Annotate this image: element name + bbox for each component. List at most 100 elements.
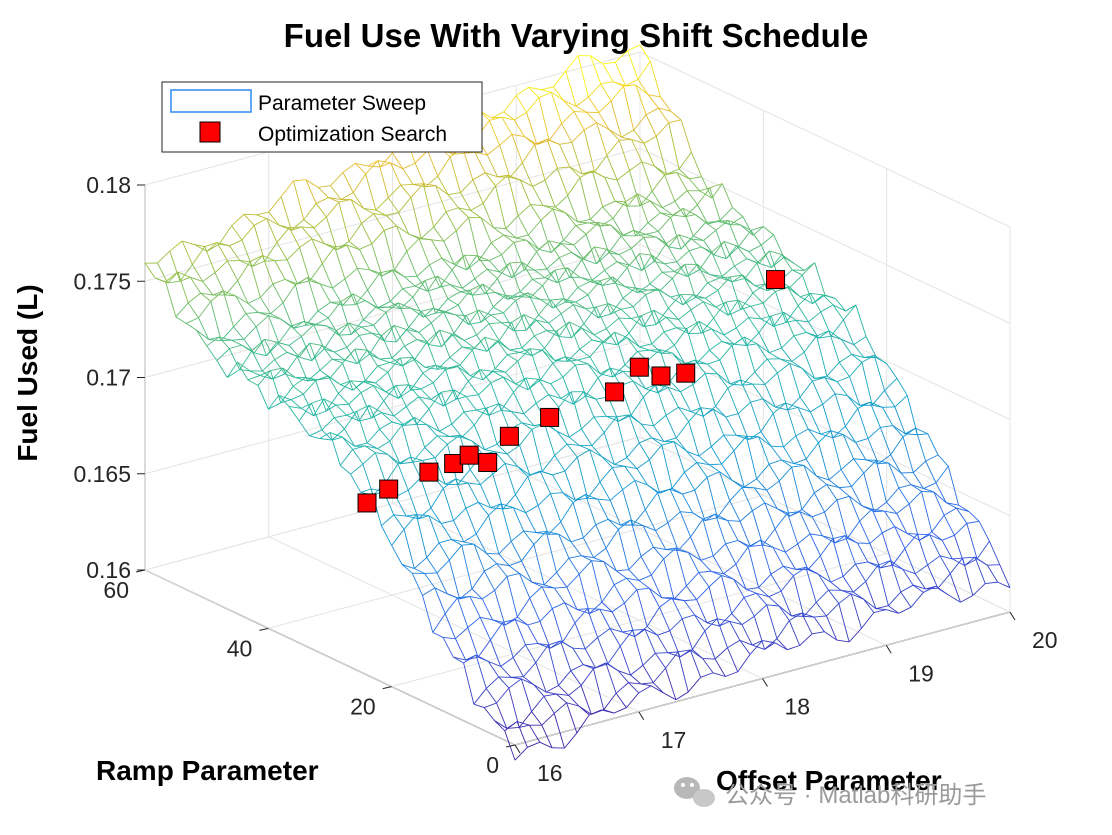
mesh-segment bbox=[937, 573, 951, 589]
mesh-segment bbox=[628, 315, 642, 334]
mesh-segment bbox=[793, 458, 807, 464]
mesh-segment bbox=[601, 456, 613, 468]
mesh-segment bbox=[572, 647, 586, 650]
mesh-segment bbox=[710, 446, 722, 465]
mesh-segment bbox=[649, 61, 661, 98]
mesh-segment bbox=[498, 403, 512, 412]
mesh-segment bbox=[667, 651, 679, 654]
mesh-segment bbox=[793, 566, 807, 577]
mesh-segment bbox=[748, 317, 760, 333]
mesh-segment bbox=[371, 229, 385, 245]
mesh-segment bbox=[403, 514, 417, 530]
mesh-segment bbox=[581, 327, 593, 341]
mesh-segment bbox=[933, 491, 945, 516]
mesh-segment bbox=[699, 187, 710, 192]
wall-grid-z-right-0 bbox=[639, 436, 1011, 613]
mesh-segment bbox=[822, 404, 834, 438]
mesh-segment bbox=[583, 129, 595, 173]
mesh-segment bbox=[407, 477, 421, 491]
mesh-segment bbox=[260, 283, 274, 298]
mesh-segment bbox=[694, 359, 708, 365]
mesh-segment bbox=[675, 547, 687, 587]
mesh-segment bbox=[583, 306, 597, 325]
mesh-segment bbox=[799, 380, 813, 398]
mesh-segment bbox=[288, 406, 300, 422]
mesh-segment bbox=[812, 377, 825, 382]
mesh-segment bbox=[602, 282, 615, 286]
mesh-segment bbox=[527, 476, 539, 506]
mesh-segment bbox=[436, 572, 448, 595]
mesh-segment bbox=[978, 521, 990, 542]
mesh-segment bbox=[445, 366, 459, 371]
mesh-segment bbox=[531, 711, 543, 726]
mesh-segment bbox=[505, 371, 516, 385]
mesh-segment bbox=[714, 647, 728, 660]
mesh-segment bbox=[518, 573, 531, 599]
mesh-segment bbox=[255, 326, 267, 356]
mesh-segment bbox=[379, 428, 391, 442]
mesh-segment bbox=[443, 389, 455, 407]
mesh-segment bbox=[731, 479, 745, 488]
mesh-segment bbox=[758, 587, 770, 597]
mesh-segment bbox=[460, 289, 471, 293]
z-tick-label: 0.17 bbox=[86, 365, 131, 391]
mesh-segment bbox=[939, 555, 953, 560]
mesh-segment bbox=[832, 426, 846, 439]
mesh-segment bbox=[272, 278, 286, 285]
mesh-segment bbox=[749, 640, 763, 655]
mesh-segment bbox=[616, 261, 630, 266]
mesh-segment bbox=[771, 254, 783, 268]
mesh-segment bbox=[540, 220, 552, 253]
mesh-segment bbox=[797, 305, 809, 323]
mesh-segment bbox=[394, 324, 407, 330]
mesh-segment bbox=[621, 129, 634, 138]
mesh-segment bbox=[617, 529, 630, 570]
mesh-segment bbox=[331, 436, 343, 441]
mesh-segment bbox=[455, 314, 469, 325]
mesh-segment bbox=[680, 235, 694, 250]
mesh-segment bbox=[803, 465, 815, 494]
mesh-segment bbox=[666, 234, 680, 244]
mesh-segment bbox=[350, 319, 364, 335]
x-tick-mark bbox=[762, 678, 768, 687]
mesh-segment bbox=[496, 563, 508, 577]
mesh-segment bbox=[190, 276, 203, 282]
mesh-segment bbox=[588, 96, 600, 113]
mesh-segment bbox=[606, 155, 618, 181]
mesh-segment bbox=[681, 493, 694, 513]
mesh-segment bbox=[550, 641, 563, 649]
mesh-segment bbox=[402, 357, 413, 367]
mesh-segment bbox=[599, 481, 611, 501]
mesh-segment bbox=[267, 395, 279, 410]
mesh-segment bbox=[768, 352, 780, 360]
mesh-segment bbox=[169, 240, 183, 252]
mesh-segment bbox=[478, 309, 490, 324]
mesh-segment bbox=[266, 342, 280, 357]
mesh-segment bbox=[525, 644, 537, 663]
mesh-segment bbox=[696, 264, 710, 275]
mesh-segment bbox=[762, 398, 776, 408]
mesh-segment bbox=[547, 640, 561, 646]
mesh-segment bbox=[420, 477, 432, 509]
mesh-segment bbox=[737, 401, 751, 415]
mesh-segment bbox=[848, 496, 861, 522]
mesh-segment bbox=[622, 86, 635, 131]
mesh-segment bbox=[725, 540, 739, 545]
mesh-segment bbox=[849, 376, 861, 406]
mesh-segment bbox=[424, 366, 438, 370]
mesh-segment bbox=[352, 293, 364, 321]
mesh-segment bbox=[332, 278, 346, 289]
mesh-segment bbox=[326, 216, 338, 250]
mesh-segment bbox=[822, 294, 834, 306]
mesh-segment bbox=[519, 573, 533, 583]
mesh-segment bbox=[239, 260, 251, 263]
mesh-segment bbox=[389, 424, 403, 442]
mesh-segment bbox=[888, 605, 899, 614]
mesh-segment bbox=[511, 134, 523, 164]
mesh-segment bbox=[667, 522, 679, 551]
mesh-segment bbox=[603, 693, 617, 710]
mesh-segment bbox=[578, 705, 592, 715]
mesh-segment bbox=[665, 549, 679, 551]
mesh-segment bbox=[548, 394, 562, 399]
